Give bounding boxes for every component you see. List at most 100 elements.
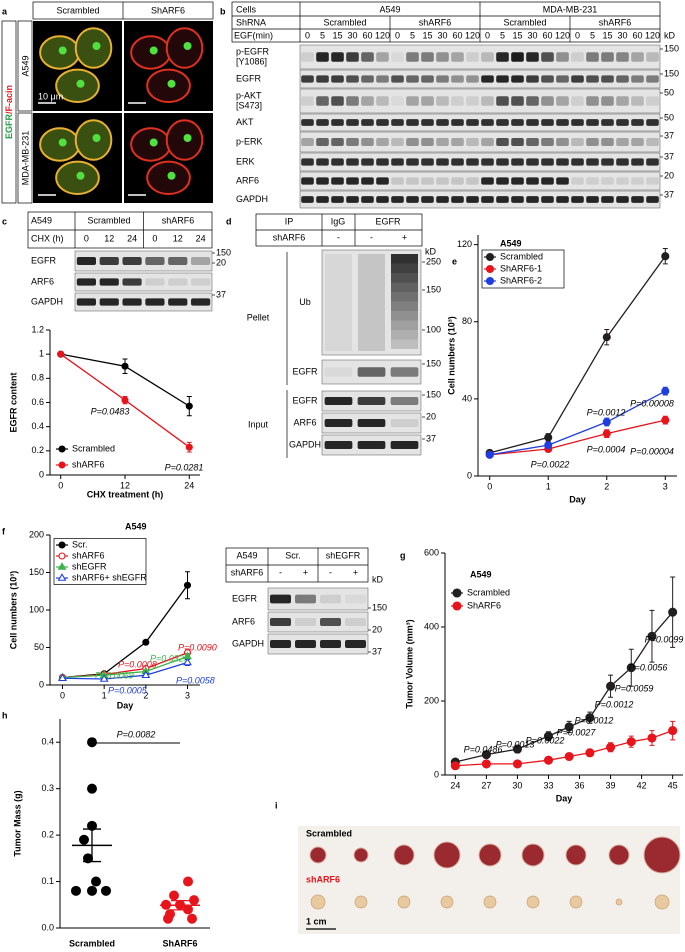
blot-band [631,96,644,106]
blot-band [466,138,479,146]
annotation: P=0.00008 [630,398,674,408]
blot-label: p-ERK [236,136,263,146]
blot-band [390,367,419,377]
legend-marker [485,276,495,286]
blot-band [631,158,644,166]
blot-band [421,52,434,62]
blot-band [391,138,404,146]
blot-band [481,196,494,203]
lane-label: 5 [590,30,595,40]
legend-frame [53,538,147,585]
stain-label: EGFR/F-acin [4,85,14,139]
blot-band [496,119,509,126]
blot-band [481,119,494,126]
data-point [87,885,97,896]
blot-band [586,75,599,83]
x-tick-label: 30 [512,780,522,790]
data-point [57,350,65,358]
blot-band [376,196,389,203]
blot-band [190,298,211,306]
tumor [397,895,411,909]
blot-band [616,138,629,146]
lane-label: 12 [173,233,183,243]
blot-band [421,177,434,185]
tumor [433,841,461,869]
annotation: P=0.0281 [165,462,204,472]
error-bar [171,899,189,911]
blot-band [601,119,614,126]
blot-band [586,96,599,106]
lane-label: 0 [485,30,490,40]
y-axis-label: Cell numbers (10³) [8,571,18,650]
blot-band [391,52,404,62]
lane-label: 15 [332,30,342,40]
blot [299,44,661,70]
legend-label: ShARF6 [467,600,501,610]
annotation: P=0.0012 [587,407,626,417]
data-point [142,638,150,646]
blot-band [316,96,329,106]
blot-band [571,52,584,62]
group-label: shARF6 [162,215,195,225]
annotation: P=0.0027 [557,727,597,737]
blot-band [145,298,165,306]
blot-band [168,298,188,306]
blot-band [601,196,614,203]
row-label: shARF6 [306,874,340,884]
blot-band [316,196,329,203]
kd-marker: 250 [426,256,441,266]
blot-band [301,75,314,83]
blot-band [295,618,316,626]
row-label: MDA-MB-231 [20,131,30,186]
kd-marker: 37 [426,433,436,443]
annotation: P=0.0069 [95,670,134,680]
lane-label: 30 [347,30,357,40]
data-point [141,670,151,679]
tumor [565,844,587,866]
blot-band [122,278,142,286]
legend-marker [58,552,66,560]
y-tick-label: 80 [462,316,472,326]
x-tick-label: 1 [102,690,107,700]
blot-band [526,196,539,203]
stain-actin: /F-acin [4,85,14,114]
smear [391,339,418,349]
blot-band [586,158,599,166]
lane-label: 12 [104,233,114,243]
y-tick-label: 0.2 [41,829,54,839]
data-point [101,885,111,896]
blot-band [541,177,554,185]
blot-band [541,75,554,83]
blot-band [436,138,449,146]
header-label: CHX (h) [31,233,64,243]
blot-band [390,441,419,449]
blot-band [631,75,644,83]
data-point [661,252,670,261]
blot-band [168,278,188,286]
data-point [121,396,129,404]
blot-band [316,138,329,146]
blot-label: GAPDH [236,194,268,204]
blot-band [556,75,569,83]
blot-band [361,52,374,62]
data-point [481,750,491,760]
cell-signal [149,46,158,55]
tumor [569,895,583,909]
blot-band [421,196,434,203]
blot-band [391,119,404,126]
blot-band [616,96,629,106]
x-tick-label: 42 [637,780,647,790]
blot-band [526,177,539,185]
data-point [661,416,670,425]
blot-band [466,52,479,62]
chart-title: A549 [125,521,147,531]
blot-band [601,52,614,62]
blot-band [541,119,554,126]
x-tick-label: 27 [481,780,491,790]
blot-band [436,96,449,106]
header-label: Cells [236,4,257,14]
blot-band [331,196,344,203]
panel-label: g [400,550,406,560]
series-line [455,729,673,767]
blot-band [316,177,329,185]
